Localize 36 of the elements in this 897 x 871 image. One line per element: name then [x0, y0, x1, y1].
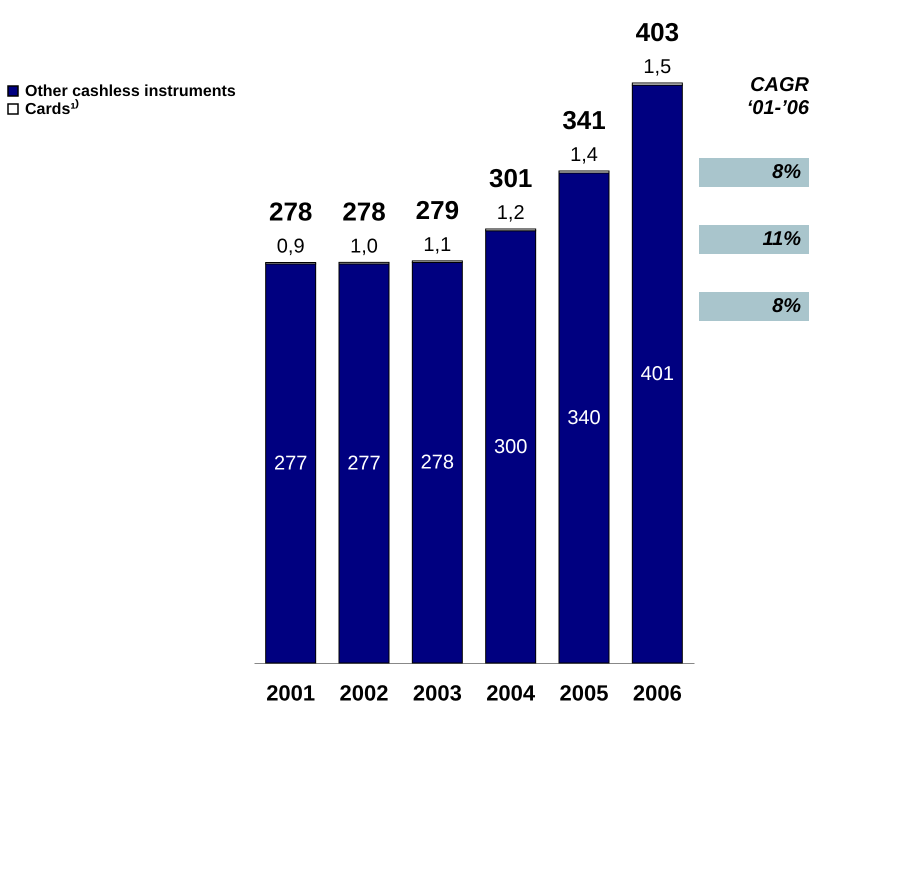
- total-label: 278: [268, 196, 312, 227]
- data-label: 300: [494, 436, 528, 458]
- data-label: 340: [567, 407, 601, 430]
- data-label: 278: [420, 452, 454, 474]
- data-label: 1,2: [496, 202, 525, 224]
- bar: [558, 172, 610, 664]
- bar: [412, 262, 463, 664]
- data-label: 1,1: [423, 234, 452, 256]
- x-tick-label: 2001: [266, 680, 316, 706]
- data-label: 0,9: [276, 236, 305, 258]
- total-label: 279: [416, 194, 460, 225]
- bar: [338, 263, 390, 664]
- text: CAGR ‘01-’06: [746, 74, 810, 120]
- x-tick-label: 2004: [486, 680, 536, 706]
- x-tick-label: 2005: [560, 680, 608, 706]
- x-tick-label: 2002: [340, 680, 388, 706]
- text: 8%: [699, 292, 809, 321]
- legend-label: Cards¹⁾: [25, 99, 80, 118]
- legend-label: Other cashless instruments: [25, 83, 236, 100]
- text: 8%: [699, 158, 809, 187]
- bar: [632, 84, 683, 664]
- total-label: 278: [342, 196, 386, 226]
- data-label: 1,4: [570, 144, 598, 166]
- total-label: 301: [488, 162, 532, 193]
- data-label: 401: [640, 363, 674, 386]
- data-label: 277: [274, 452, 308, 474]
- text: 11%: [699, 225, 809, 254]
- bar: [265, 263, 316, 664]
- data-label: 1,5: [643, 56, 672, 78]
- x-tick-label: 2003: [412, 680, 462, 706]
- data-label: 1,0: [350, 235, 378, 258]
- total-label: 403: [636, 17, 680, 47]
- bar: [485, 230, 536, 664]
- data-label: 277: [347, 452, 381, 474]
- total-label: 341: [562, 105, 606, 136]
- x-tick-label: 2006: [632, 680, 682, 706]
